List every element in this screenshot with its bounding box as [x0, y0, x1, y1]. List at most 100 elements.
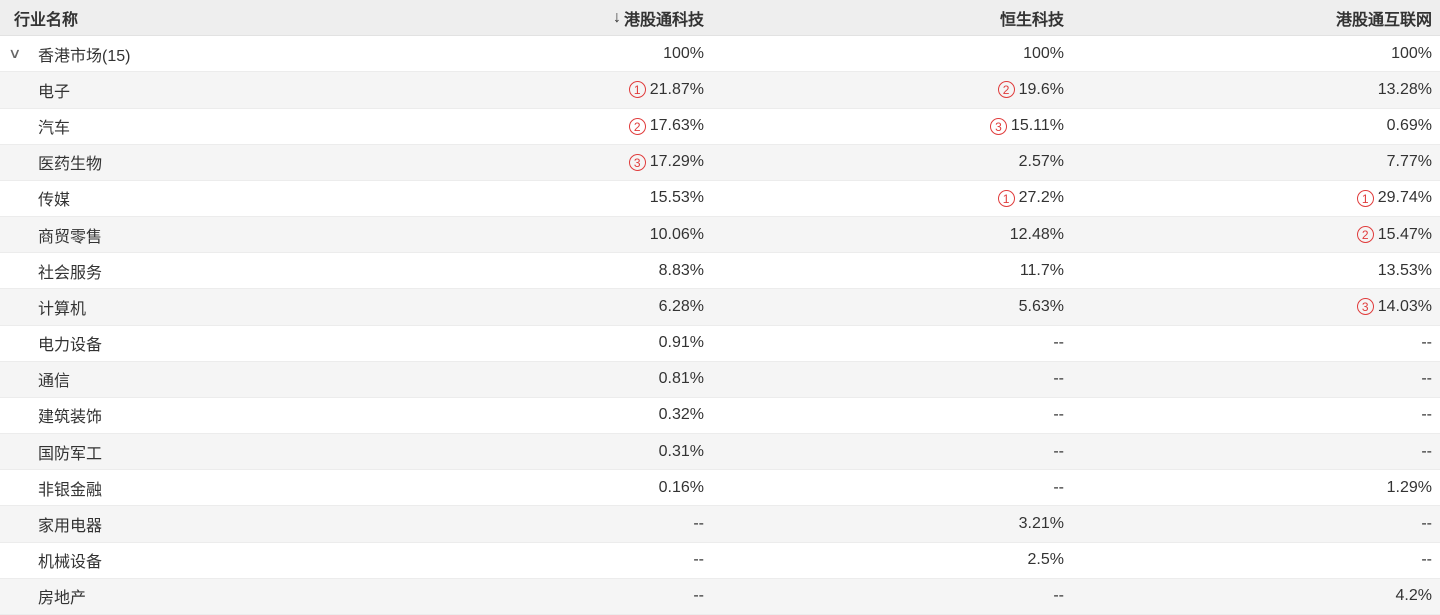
value-cell: --	[710, 579, 1070, 614]
industry-name: 电子	[38, 83, 71, 101]
rank-badge: 3	[1356, 298, 1374, 316]
table-row[interactable]: ∨ 香港市场(15) 100% 100% 100%	[0, 36, 1440, 73]
industry-name-cell: 传媒	[0, 181, 400, 216]
value-cell: 2 19.6%	[710, 72, 1070, 107]
value-text: 12.48%	[1009, 225, 1064, 243]
table-row[interactable]: 计算机 6.28% 5.63% 3 14.03%	[0, 289, 1440, 326]
industry-name-cell: 非银金融	[0, 470, 400, 505]
industry-name: 香港市场(15)	[38, 47, 131, 65]
value-text: 15.11%	[1010, 117, 1064, 135]
value-cell: 3.21%	[710, 506, 1070, 541]
table-row[interactable]: 商贸零售 10.06% 12.48% 2 15.47%	[0, 217, 1440, 254]
value-text: 17.63%	[649, 117, 704, 135]
rank-badge: 2	[628, 117, 646, 135]
value-text: --	[1053, 587, 1064, 605]
table-row[interactable]: 非银金融 0.16% -- 1.29%	[0, 470, 1440, 507]
value-cell: --	[1070, 434, 1440, 469]
collapse-chevron-icon[interactable]: ∨	[8, 45, 22, 62]
industry-name-cell: 房地产	[0, 579, 400, 614]
table-row[interactable]: 社会服务 8.83% 11.7% 13.53%	[0, 253, 1440, 290]
value-text: 29.74%	[1377, 189, 1432, 207]
industry-name-cell: 社会服务	[0, 253, 400, 288]
header-label: 行业名称	[14, 11, 79, 29]
value-text: 100%	[1023, 44, 1064, 62]
value-text: 13.28%	[1377, 80, 1432, 98]
industry-name-cell: 汽车	[0, 109, 400, 144]
rank-badge: 1	[997, 189, 1015, 207]
value-cell: 2 15.47%	[1070, 217, 1440, 252]
value-cell: --	[1070, 398, 1440, 433]
value-cell: --	[710, 362, 1070, 397]
header-cell-3[interactable]: 港股通互联网	[1070, 0, 1440, 35]
value-text: 1.29%	[1386, 478, 1432, 496]
industry-name: 房地产	[38, 590, 87, 608]
value-cell: 5.63%	[710, 289, 1070, 324]
industry-name: 商贸零售	[38, 228, 103, 246]
value-cell: --	[710, 434, 1070, 469]
header-cell-1[interactable]: ↓ 港股通科技	[400, 0, 710, 35]
value-cell: --	[1070, 326, 1440, 361]
value-text: 8.83%	[658, 261, 704, 279]
value-cell: --	[400, 506, 710, 541]
value-text: 2.57%	[1018, 153, 1064, 171]
value-text: 0.31%	[658, 442, 704, 460]
value-text: 7.77%	[1386, 153, 1432, 171]
header-label: 恒生科技	[999, 11, 1064, 29]
value-cell: 0.32%	[400, 398, 710, 433]
header-cell-0[interactable]: 行业名称	[0, 0, 400, 35]
table-row[interactable]: 医药生物 3 17.29% 2.57% 7.77%	[0, 144, 1440, 181]
value-text: 15.53%	[649, 189, 704, 207]
value-text: 0.69%	[1386, 117, 1432, 135]
value-text: 19.6%	[1018, 80, 1064, 98]
value-cell: 3 15.11%	[710, 109, 1070, 144]
industry-name: 非银金融	[38, 481, 103, 499]
value-cell: --	[400, 543, 710, 578]
value-cell: 1 21.87%	[400, 72, 710, 107]
table-row[interactable]: 汽车 2 17.63% 3 15.11% 0.69%	[0, 108, 1440, 145]
table-row[interactable]: 建筑装饰 0.32% -- --	[0, 397, 1440, 435]
value-text: 10.06%	[649, 225, 704, 243]
table-row[interactable]: 机械设备 -- 2.5% --	[0, 542, 1440, 579]
value-cell: 1.29%	[1070, 470, 1440, 505]
value-text: 3.21%	[1018, 514, 1064, 532]
table-row[interactable]: 家用电器 -- 3.21% --	[0, 506, 1440, 543]
value-text: --	[693, 551, 704, 569]
rank-badge: 2	[1356, 226, 1374, 244]
industry-name-cell: 机械设备	[0, 543, 400, 578]
value-text: 0.16%	[658, 478, 704, 496]
value-cell: --	[1070, 543, 1440, 578]
table-row[interactable]: 国防军工 0.31% -- --	[0, 434, 1440, 471]
value-cell: 100%	[710, 36, 1070, 71]
header-cell-2[interactable]: 恒生科技	[710, 0, 1070, 35]
value-cell: 0.69%	[1070, 109, 1440, 144]
value-cell: 7.77%	[1070, 145, 1440, 180]
table-row[interactable]: 通信 0.81% -- --	[0, 361, 1440, 398]
industry-name-cell: 医药生物	[0, 145, 400, 180]
value-cell: 13.53%	[1070, 253, 1440, 288]
industry-name-cell: 通信	[0, 362, 400, 397]
industry-name: 国防军工	[38, 445, 103, 463]
table-row[interactable]: 电子 1 21.87% 2 19.6% 13.28%	[0, 72, 1440, 109]
sort-descending-icon[interactable]: ↓	[612, 8, 621, 26]
value-text: 100%	[663, 44, 704, 62]
value-cell: 2 17.63%	[400, 109, 710, 144]
value-text: 0.81%	[658, 370, 704, 388]
header-label: 港股通科技	[623, 11, 704, 29]
value-text: 4.2%	[1395, 587, 1432, 605]
value-text: --	[693, 514, 704, 532]
value-text: --	[1421, 442, 1432, 460]
value-text: --	[693, 587, 704, 605]
rank-badge: 1	[1356, 189, 1374, 207]
value-text: 27.2%	[1018, 189, 1064, 207]
value-text: --	[1053, 334, 1064, 352]
table-row[interactable]: 电力设备 0.91% -- --	[0, 325, 1440, 362]
table-row[interactable]: 房地产 -- -- 4.2%	[0, 578, 1440, 615]
value-text: 17.29%	[649, 153, 704, 171]
industry-name: 传媒	[38, 192, 71, 210]
value-text: --	[1421, 551, 1432, 569]
industry-name-cell: 计算机	[0, 289, 400, 324]
value-cell: --	[400, 579, 710, 614]
header-row: 行业名称 ↓ 港股通科技 恒生科技 港股通互联网	[0, 0, 1440, 37]
table-row[interactable]: 传媒 15.53% 1 27.2% 1 29.74%	[0, 180, 1440, 218]
value-text: 100%	[1391, 44, 1432, 62]
